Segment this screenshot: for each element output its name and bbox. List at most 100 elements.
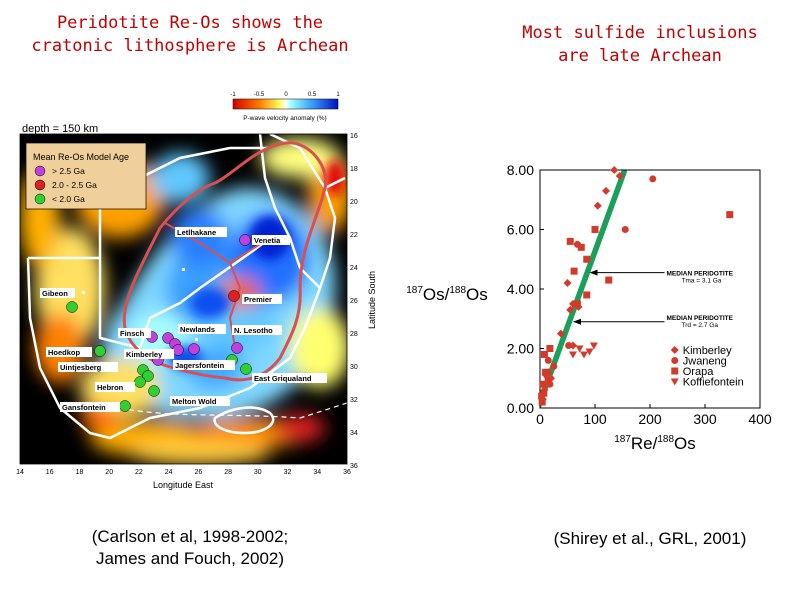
map-y-tick: 24 bbox=[350, 265, 358, 272]
map-x-tick: 14 bbox=[16, 469, 24, 476]
data-point-square bbox=[583, 255, 591, 263]
data-point-square bbox=[591, 226, 599, 233]
right-slide-title: Most sulfide inclusions are late Archean bbox=[470, 22, 800, 68]
legend-marker-diamond bbox=[670, 345, 679, 354]
data-point-square bbox=[583, 291, 591, 299]
x-axis-label-part: 187 bbox=[614, 434, 631, 445]
left-title-line-1: Peridotite Re-Os shows the bbox=[56, 13, 324, 33]
data-point-diamond bbox=[610, 166, 619, 174]
place-label: East Griqualand bbox=[254, 374, 312, 383]
data-point-triangle bbox=[589, 342, 598, 350]
data-point-triangle bbox=[580, 351, 588, 359]
age-legend-label: 2.0 - 2.5 Ga bbox=[52, 180, 97, 190]
annotation-line-1: MEDIAN PERIDOTITE bbox=[667, 271, 734, 278]
y-axis-label-part: 187 bbox=[406, 285, 423, 296]
annotation-arrow-head bbox=[589, 269, 598, 276]
map-y-tick: 18 bbox=[350, 166, 358, 173]
colorbar-tick: -0.5 bbox=[254, 92, 265, 98]
plot-frame bbox=[539, 169, 761, 409]
place-label: Jagersfontein bbox=[175, 361, 225, 370]
data-point-circle bbox=[546, 380, 554, 388]
data-point-diamond bbox=[566, 305, 575, 314]
legend-label: Koffiefontein bbox=[683, 376, 744, 388]
age-legend-title: Mean Re-Os Model Age bbox=[33, 152, 129, 162]
age-marker-icon bbox=[34, 193, 46, 205]
colorbar-label: P-wave velocity anomaly (%) bbox=[243, 115, 326, 122]
map-x-tick: 18 bbox=[76, 469, 84, 476]
y-tick-label: 2.00 bbox=[507, 341, 534, 357]
place-label: Hebron bbox=[97, 383, 124, 392]
x-axis-label-part: Os bbox=[674, 434, 696, 453]
place-label: Melton Wold bbox=[172, 397, 217, 406]
model-age-band bbox=[540, 170, 627, 408]
x-tick-label: 300 bbox=[693, 411, 717, 427]
map-y-label: Latitude South bbox=[367, 271, 377, 329]
x-axis-label-part: Re/ bbox=[631, 434, 658, 453]
y-axis-label: 187Os/188Os bbox=[406, 285, 488, 304]
y-tick-label: 4.00 bbox=[507, 281, 534, 297]
map-y-tick: 20 bbox=[350, 199, 358, 206]
left-title-line-2: cratonic lithosphere is Archean bbox=[31, 36, 349, 56]
colorbar-gradient bbox=[232, 98, 339, 110]
re-os-chart: 0 100 200 300 400 0.00 2.00 4.00 6.00 8.00 187Re/1… bbox=[395, 150, 800, 470]
map-x-tick: 16 bbox=[46, 469, 54, 476]
data-point-diamond bbox=[602, 186, 610, 195]
place-labels: Letlhakane Venetia Gibeon Premier Finsch… bbox=[40, 227, 327, 412]
map-y-tick: 22 bbox=[350, 232, 358, 239]
place-label: Gibeon bbox=[42, 289, 68, 298]
data-point-diamond bbox=[556, 329, 565, 338]
left-slide-title: Peridotite Re-Os shows the cratonic lith… bbox=[30, 12, 350, 58]
chart-layer: 0 100 200 300 4000.002.004.006.008.00187Re/1… bbox=[406, 162, 772, 453]
data-point-square bbox=[566, 237, 574, 245]
map-x-tick: 24 bbox=[165, 469, 173, 476]
y-axis-label-part: 188 bbox=[449, 285, 466, 296]
annotation-line-2: Trd = 2.7 Ga bbox=[682, 322, 719, 329]
map-x-tick: 26 bbox=[195, 469, 203, 476]
right-citation: (Shirey et al., GRL, 2001) bbox=[553, 529, 747, 548]
depth-label: depth = 150 km bbox=[22, 123, 98, 135]
y-tick-label: 6.00 bbox=[507, 222, 534, 238]
place-label: N. Lesotho bbox=[234, 326, 273, 335]
data-point-square bbox=[570, 267, 578, 275]
map-frame bbox=[19, 133, 348, 465]
colorbar-tick: 0 bbox=[284, 92, 288, 98]
x-tick-label: 100 bbox=[583, 411, 607, 427]
data-point-triangle bbox=[569, 351, 577, 359]
age-marker-icon bbox=[34, 165, 46, 177]
legend-marker-triangle bbox=[670, 378, 679, 386]
y-axis-label-part: Os bbox=[466, 285, 488, 304]
legend-label: Orapa bbox=[683, 366, 714, 378]
data-point-diamond bbox=[563, 279, 572, 288]
data-point-square bbox=[539, 380, 547, 388]
colorbar-tick: 0.5 bbox=[308, 92, 317, 98]
tomography-map-figure: -1 -0.5 0 0.5 1 P-wave velocity anomaly … bbox=[0, 88, 400, 498]
colorbar-tick: -1 bbox=[230, 92, 236, 98]
legend-marker-circle bbox=[671, 356, 679, 364]
place-label: Hoedkop bbox=[48, 348, 81, 357]
map-y-tick: 32 bbox=[350, 397, 358, 404]
data-point-diamond bbox=[593, 201, 602, 210]
data-point-square bbox=[573, 300, 581, 308]
place-label: Venetia bbox=[254, 236, 281, 245]
map-x-label: Longitude East bbox=[153, 480, 214, 490]
map-y-tick: 36 bbox=[350, 463, 358, 470]
y-tick-label: 0.00 bbox=[507, 400, 534, 416]
place-label: Gansfontein bbox=[62, 403, 106, 412]
data-point-circle bbox=[621, 226, 629, 233]
place-label: Uintjesberg bbox=[60, 363, 102, 372]
left-citation: (Carlson et al, 1998-2002; James and Fou… bbox=[40, 526, 340, 570]
x-tick-label: 0 bbox=[536, 411, 544, 427]
map-x-tick: 30 bbox=[254, 469, 262, 476]
map-y-tick: 28 bbox=[350, 331, 358, 338]
legend-label: Jwaneng bbox=[683, 355, 727, 367]
left-citation-line-1: (Carlson et al, 1998-2002; bbox=[91, 527, 289, 546]
x-axis-label: 187Re/188Os bbox=[614, 434, 696, 453]
annotation-line-1: MEDIAN PERIDOTITE bbox=[667, 315, 734, 322]
map-x-tick: 36 bbox=[343, 469, 351, 476]
data-point-square bbox=[542, 368, 549, 376]
map-x-tick: 22 bbox=[135, 469, 143, 476]
y-axis-label-part: Os/ bbox=[423, 285, 450, 304]
right-title-line-1: Most sulfide inclusions bbox=[522, 23, 758, 43]
place-label: Finsch bbox=[120, 329, 145, 338]
annotation-arrow-head bbox=[573, 318, 581, 325]
